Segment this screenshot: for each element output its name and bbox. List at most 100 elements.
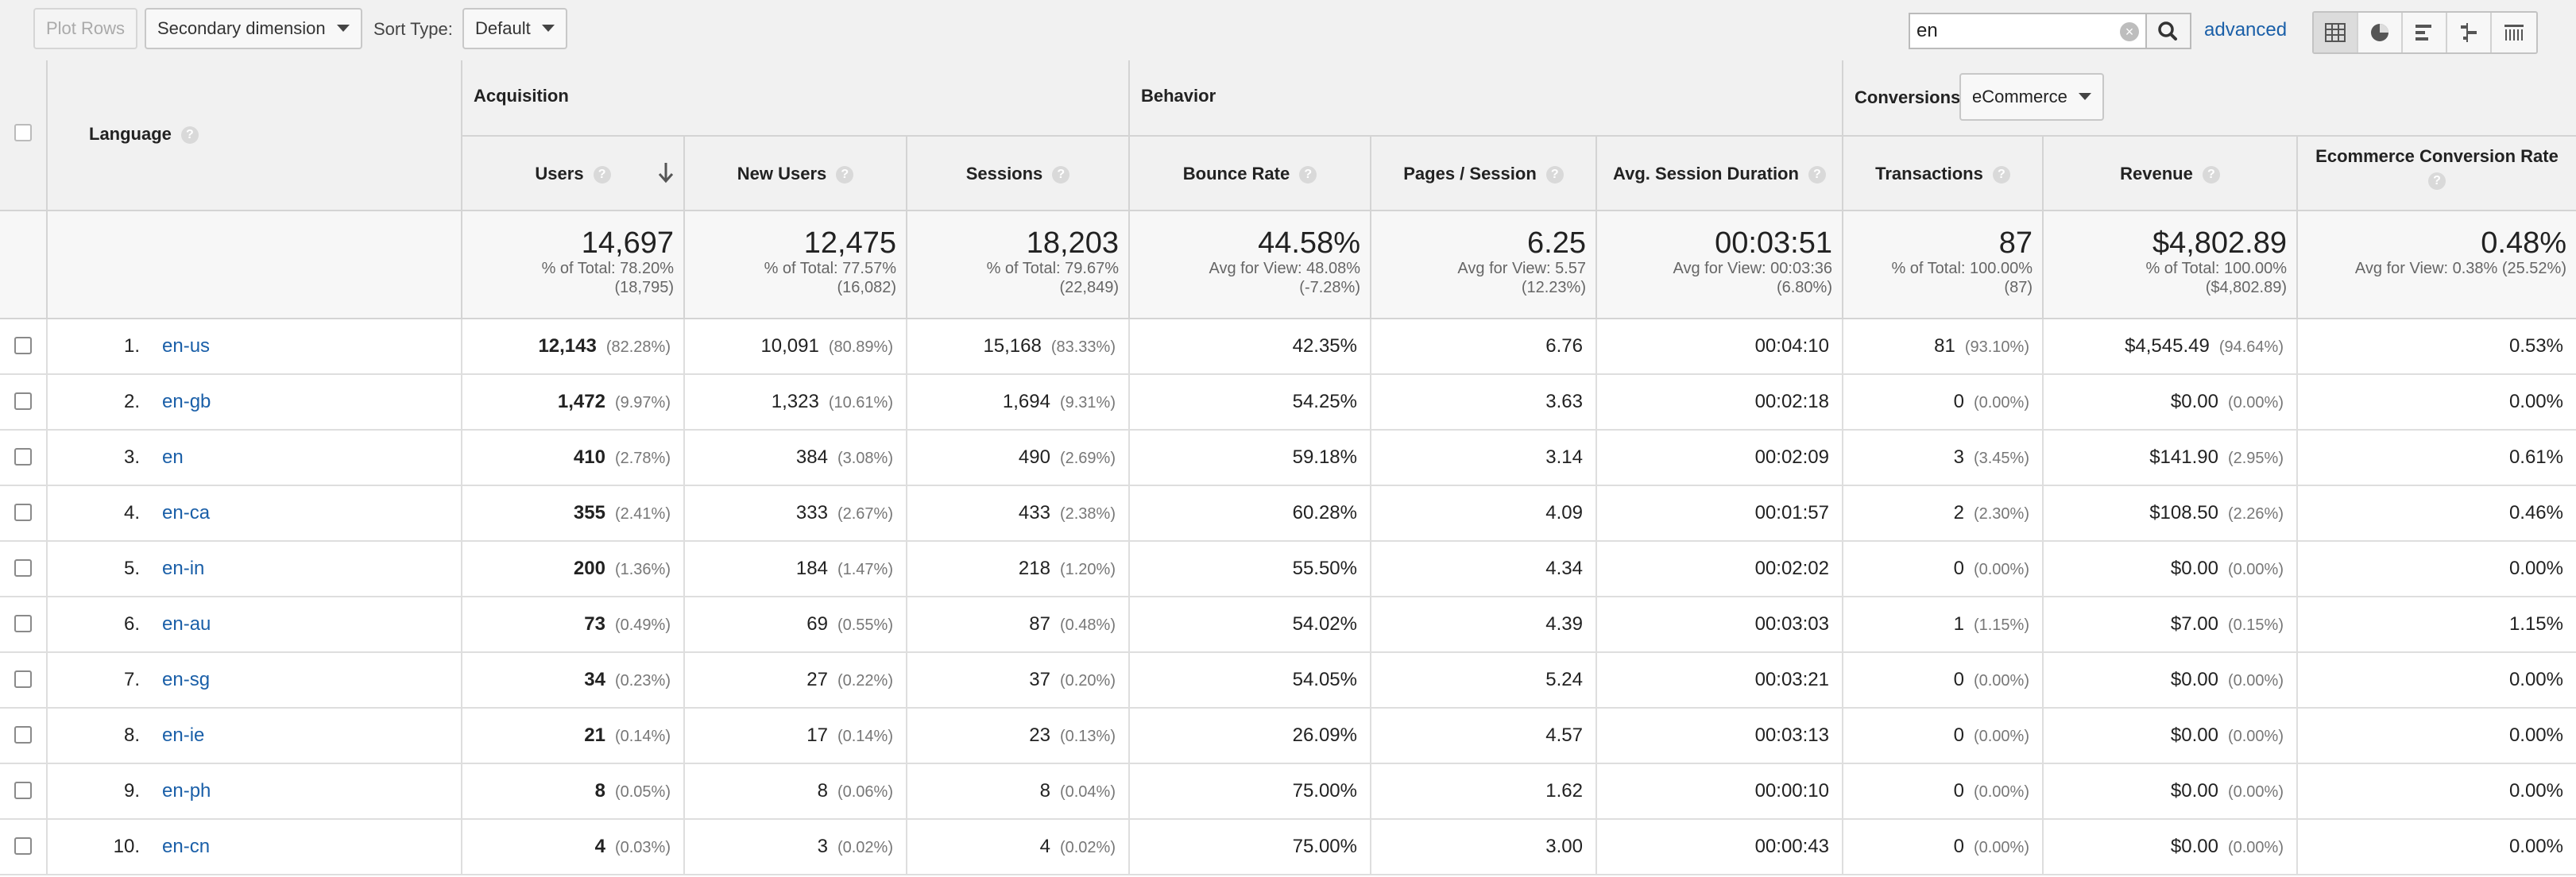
users-percent: (1.36%) — [614, 561, 671, 578]
bar-view-icon — [2415, 25, 2431, 41]
table-row: 3. en 410 (2.78%) 384 (3.08%) 490 (2.69%) 5… — [0, 431, 2576, 486]
col-sessions-header[interactable]: Sessions? — [907, 137, 1130, 211]
language-link[interactable]: en-sg — [162, 669, 211, 690]
cell-new-users: 3 (0.02%) — [685, 820, 907, 874]
cell-revenue: $4,545.49 (94.64%) — [2044, 319, 2298, 373]
row-select-cell — [0, 486, 48, 540]
plot-rows-button[interactable]: Plot Rows — [33, 8, 138, 49]
total-bounce-rate-avg: Avg for View: 48.08% — [1209, 260, 1361, 277]
help-icon[interactable]: ? — [836, 166, 854, 184]
row-checkbox[interactable] — [14, 448, 32, 466]
cell-revenue: $0.00 (0.00%) — [2044, 542, 2298, 596]
conversions-goal-dropdown[interactable]: eCommerce — [1959, 73, 2104, 121]
help-icon[interactable]: ? — [1992, 166, 2010, 184]
ecr-value: 0.00% — [2508, 836, 2563, 857]
help-icon[interactable]: ? — [1052, 166, 1070, 184]
help-icon[interactable]: ? — [180, 126, 199, 145]
row-checkbox[interactable] — [14, 337, 32, 354]
transactions-value: 3 — [1953, 446, 1964, 468]
clear-search-icon[interactable]: × — [2120, 22, 2139, 41]
cell-avg-duration: 00:01:57 — [1597, 486, 1843, 540]
bounce-rate-value: 42.35% — [1292, 335, 1357, 357]
row-number: 4. — [123, 502, 140, 523]
cell-bounce-rate: 54.02% — [1130, 597, 1371, 651]
row-checkbox[interactable] — [14, 782, 32, 799]
cell-transactions: 81 (93.10%) — [1843, 319, 2044, 373]
performance-view-button[interactable] — [2403, 13, 2447, 52]
comparison-view-icon — [2461, 23, 2477, 42]
users-value: 21 — [584, 724, 605, 746]
pages-session-value: 4.57 — [1545, 724, 1583, 746]
help-icon[interactable]: ? — [1299, 166, 1317, 184]
col-new-users-header[interactable]: New Users? — [685, 137, 907, 211]
row-checkbox[interactable] — [14, 726, 32, 744]
avg-duration-value: 00:00:10 — [1754, 780, 1829, 802]
secondary-dimension-label: Secondary dimension — [157, 18, 326, 38]
language-link[interactable]: en-ph — [162, 780, 211, 802]
help-icon[interactable]: ? — [2202, 166, 2220, 184]
transactions-value: 0 — [1953, 558, 1964, 579]
cell-pages-session: 4.34 — [1371, 542, 1597, 596]
language-link[interactable]: en-ie — [162, 724, 205, 746]
row-checkbox[interactable] — [14, 504, 32, 521]
new-users-value: 27 — [806, 669, 828, 690]
select-all-checkbox[interactable] — [14, 124, 32, 141]
row-checkbox[interactable] — [14, 670, 32, 688]
pie-view-button[interactable] — [2358, 13, 2403, 52]
help-icon[interactable]: ? — [593, 166, 611, 184]
col-revenue-header[interactable]: Revenue? — [2044, 137, 2298, 211]
secondary-dimension-dropdown[interactable]: Secondary dimension — [145, 8, 362, 49]
col-users-label: Users — [535, 164, 584, 184]
row-checkbox[interactable] — [14, 392, 32, 410]
col-new-users-label: New Users — [737, 164, 827, 184]
col-avg-duration-header[interactable]: Avg. Session Duration? — [1597, 137, 1843, 211]
users-value: 200 — [573, 558, 605, 579]
transactions-percent: (0.00%) — [1973, 839, 2029, 856]
total-sessions: 18,203 % of Total: 79.67% (22,849) — [907, 211, 1130, 319]
help-icon[interactable]: ? — [1545, 166, 1564, 184]
pivot-view-button[interactable] — [2492, 13, 2536, 52]
sort-descending-icon[interactable] — [656, 160, 675, 184]
table-view-button[interactable] — [2314, 13, 2358, 52]
language-link[interactable]: en-ca — [162, 502, 211, 523]
search-button[interactable] — [2147, 13, 2191, 49]
row-checkbox[interactable] — [14, 615, 32, 632]
language-link[interactable]: en-au — [162, 613, 211, 635]
new-users-percent: (0.06%) — [837, 783, 893, 801]
avg-duration-value: 00:03:13 — [1754, 724, 1829, 746]
col-transactions-header[interactable]: Transactions? — [1843, 137, 2044, 211]
row-checkbox[interactable] — [14, 559, 32, 577]
transactions-value: 0 — [1953, 724, 1964, 746]
total-users-value: 14,697 — [581, 226, 674, 260]
col-ecr-header[interactable]: Ecommerce Conversion Rate? — [2298, 137, 2576, 211]
ecr-value: 0.00% — [2508, 391, 2563, 412]
cell-avg-duration: 00:03:13 — [1597, 709, 1843, 763]
search-input[interactable] — [1917, 19, 2107, 43]
cell-transactions: 0 (0.00%) — [1843, 653, 2044, 707]
users-percent: (0.23%) — [614, 672, 671, 690]
language-link[interactable]: en — [162, 446, 184, 468]
dimension-header[interactable]: Language? — [48, 60, 462, 211]
language-link[interactable]: en-in — [162, 558, 205, 579]
search-field[interactable]: × — [1909, 13, 2147, 49]
row-checkbox[interactable] — [14, 837, 32, 855]
col-pages-session-header[interactable]: Pages / Session? — [1371, 137, 1597, 211]
col-users-header[interactable]: Users? — [462, 137, 685, 211]
col-bounce-rate-header[interactable]: Bounce Rate? — [1130, 137, 1371, 211]
chevron-down-icon — [336, 24, 350, 32]
cell-sessions: 4 (0.02%) — [907, 820, 1130, 874]
behavior-label: Behavior — [1141, 86, 1216, 106]
language-link[interactable]: en-gb — [162, 391, 211, 412]
language-link[interactable]: en-us — [162, 335, 211, 357]
transactions-percent: (1.15%) — [1973, 616, 2029, 634]
sort-type-dropdown[interactable]: Default — [462, 8, 567, 49]
comparison-view-button[interactable] — [2447, 13, 2492, 52]
new-users-percent: (1.47%) — [837, 561, 893, 578]
language-link[interactable]: en-cn — [162, 836, 211, 857]
table-row: 6. en-au 73 (0.49%) 69 (0.55%) 87 (0.48%) 5… — [0, 597, 2576, 653]
users-percent: (2.41%) — [614, 505, 671, 523]
help-icon[interactable]: ? — [2428, 172, 2446, 191]
advanced-filter-link[interactable]: advanced — [2204, 19, 2288, 41]
users-value: 73 — [584, 613, 605, 635]
help-icon[interactable]: ? — [1808, 166, 1826, 184]
